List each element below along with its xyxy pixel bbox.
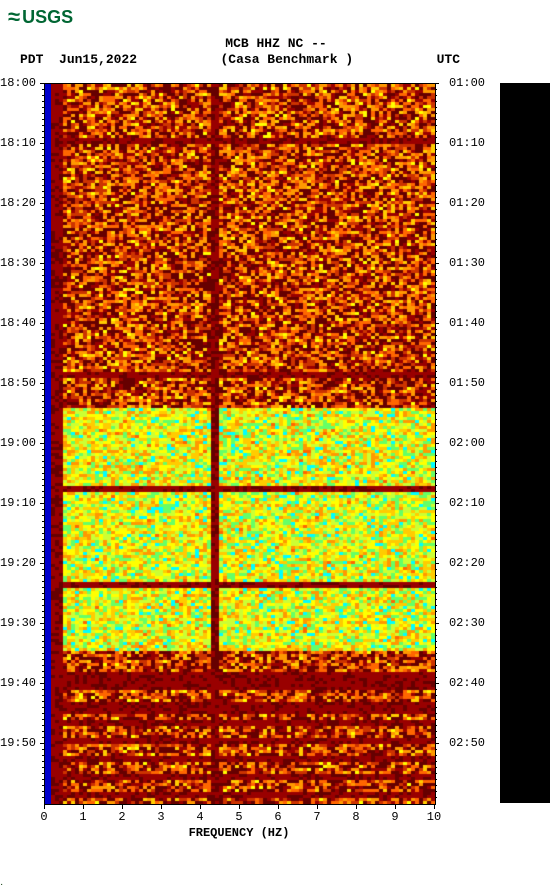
logo-text: USGS xyxy=(22,7,73,28)
y-left-tick: 18:10 xyxy=(0,136,44,150)
y-right-tick: 01:50 xyxy=(441,376,485,390)
y-left-tick: 18:40 xyxy=(0,316,44,330)
y-axis-left: 18:0018:1018:2018:3018:4018:5019:0019:10… xyxy=(0,83,44,803)
x-axis-label: FREQUENCY (HZ) xyxy=(44,826,434,840)
logo-wave-icon: ≈ xyxy=(8,4,20,30)
usgs-logo: ≈ USGS xyxy=(0,0,552,34)
header-left-tz: PDT Jun15,2022 xyxy=(20,52,137,68)
y-right-tick: 02:40 xyxy=(441,676,485,690)
y-left-tick: 19:00 xyxy=(0,436,44,450)
y-left-tick: 18:30 xyxy=(0,256,44,270)
x-tick: 3 xyxy=(157,810,164,824)
x-tick: 7 xyxy=(313,810,320,824)
footer-mark: · xyxy=(0,879,3,890)
y-left-tick: 19:40 xyxy=(0,676,44,690)
colorbar xyxy=(500,83,550,803)
y-left-tick: 18:50 xyxy=(0,376,44,390)
x-tick: 1 xyxy=(79,810,86,824)
x-tick: 8 xyxy=(352,810,359,824)
y-right-tick: 02:10 xyxy=(441,496,485,510)
y-left-tick: 18:00 xyxy=(0,76,44,90)
y-left-tick: 19:50 xyxy=(0,736,44,750)
header-site-name: (Casa Benchmark ) xyxy=(221,52,354,68)
x-tick: 6 xyxy=(274,810,281,824)
y-right-tick: 01:20 xyxy=(441,196,485,210)
y-right-tick: 01:10 xyxy=(441,136,485,150)
y-left-tick: 19:20 xyxy=(0,556,44,570)
chart-area: 18:00 18:10 18:20 18:30 18:40 18:50 19:00 19:10… xyxy=(0,73,552,853)
y-right-tick: 02:50 xyxy=(441,736,485,750)
y-right-tick: 01:40 xyxy=(441,316,485,330)
y-left-tick: 19:30 xyxy=(0,616,44,630)
spectrogram-plot xyxy=(44,83,436,805)
y-left-tick: 19:10 xyxy=(0,496,44,510)
x-tick: 10 xyxy=(427,810,441,824)
x-tick: 5 xyxy=(235,810,242,824)
y-right-tick: 02:30 xyxy=(441,616,485,630)
x-tick: 9 xyxy=(391,810,398,824)
chart-header: MCB HHZ NC -- PDT Jun15,2022 (Casa Bench… xyxy=(0,36,552,67)
y-right-tick: 01:00 xyxy=(441,76,485,90)
y-right-tick: 02:20 xyxy=(441,556,485,570)
x-tick: 4 xyxy=(196,810,203,824)
y-right-tick: 02:00 xyxy=(441,436,485,450)
y-axis-right: 01:0001:1001:2001:3001:4001:5002:0002:10… xyxy=(435,83,479,803)
x-axis: FREQUENCY (HZ) 012345678910 xyxy=(44,804,434,840)
header-station-line: MCB HHZ NC -- xyxy=(0,36,552,52)
y-right-tick: 01:30 xyxy=(441,256,485,270)
header-right-tz: UTC xyxy=(437,52,460,68)
x-tick: 2 xyxy=(118,810,125,824)
y-left-tick: 18:20 xyxy=(0,196,44,210)
spectrogram-canvas xyxy=(51,84,435,804)
x-tick: 0 xyxy=(40,810,47,824)
